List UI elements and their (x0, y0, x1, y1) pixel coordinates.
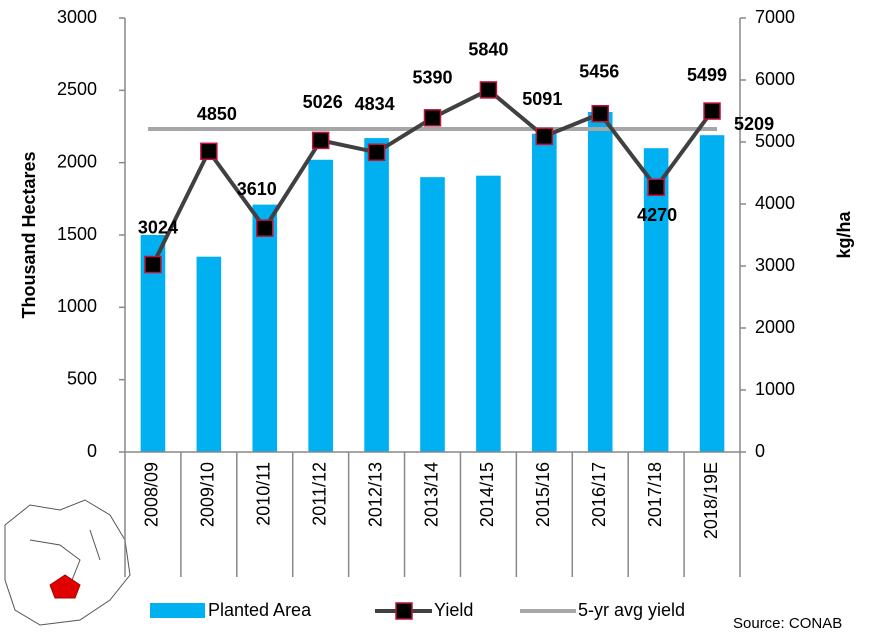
legend-swatch (395, 602, 413, 620)
bar (587, 112, 613, 453)
x-tick-label: 2012/13 (365, 462, 385, 527)
bar (699, 135, 725, 452)
y-tick-label: 0 (87, 441, 97, 461)
bar (364, 138, 389, 452)
bar (252, 204, 278, 452)
data-label: 5091 (522, 89, 562, 109)
legend-label: Planted Area (208, 600, 312, 620)
map-icon (4, 499, 131, 626)
y2-tick-label: 5000 (755, 131, 795, 151)
y2-tick-label: 6000 (755, 69, 795, 89)
average-label: 5209 (734, 114, 774, 134)
bar (532, 133, 557, 452)
bar (308, 159, 333, 453)
y2-tick-label: 7000 (755, 7, 795, 27)
x-tick-label: 2017/18 (645, 462, 665, 527)
yield-marker (479, 81, 498, 99)
data-label: 3610 (237, 179, 277, 199)
data-label: 3024 (138, 217, 178, 237)
data-label: 5390 (412, 68, 452, 88)
data-label: 5499 (687, 65, 727, 85)
yield-marker (423, 109, 442, 127)
data-label: 5840 (468, 40, 508, 60)
x-tick-label: 2013/14 (421, 462, 441, 527)
x-tick-label: 2010/11 (254, 462, 274, 526)
y2-tick-label: 2000 (755, 317, 795, 337)
yield-marker (535, 127, 554, 146)
legend-label: 5-yr avg yield (578, 600, 685, 620)
x-tick-label: 2016/17 (589, 462, 609, 527)
yield-marker (144, 255, 162, 274)
y-tick-label: 2500 (57, 79, 97, 99)
bar (476, 175, 501, 453)
x-tick-label: 2009/10 (198, 462, 218, 527)
bar (420, 177, 445, 452)
x-tick-label: 2014/15 (477, 462, 497, 527)
yield-marker (703, 102, 721, 120)
yield-marker (311, 131, 330, 150)
x-tick-label: 2008/09 (142, 462, 162, 527)
y-tick-label: 500 (67, 368, 97, 388)
data-label: 4834 (355, 94, 395, 114)
y-tick-label: 1000 (57, 296, 97, 316)
y2-axis-label: kg/ha (834, 211, 854, 259)
yield-marker (647, 178, 665, 197)
data-label: 5026 (303, 92, 343, 112)
yield-marker (200, 142, 218, 161)
yield-marker (591, 104, 609, 123)
yield-marker (367, 143, 386, 162)
y2-tick-label: 3000 (755, 255, 795, 275)
y-tick-label: 3000 (57, 7, 97, 27)
source: Source: CONAB (733, 615, 842, 632)
y-tick-label: 2000 (57, 151, 97, 171)
yield-marker (256, 219, 274, 237)
y2-tick-label: 1000 (755, 379, 795, 399)
data-label: 4270 (637, 205, 677, 225)
legend-label: Yield (434, 600, 473, 620)
legend-swatch (150, 603, 205, 618)
x-tick-label: 2011/12 (309, 462, 329, 526)
bar (196, 256, 222, 452)
x-tick-label: 2018/19E (701, 462, 721, 539)
x-tick-label: 2015/16 (533, 462, 553, 527)
y-axis-label: Thousand Hectares (19, 151, 39, 318)
data-label: 5456 (579, 61, 619, 81)
data-label: 4850 (197, 104, 237, 124)
y-tick-label: 1500 (57, 224, 97, 244)
y2-tick-label: 4000 (755, 193, 795, 213)
y2-tick-label: 0 (755, 441, 765, 461)
bar (643, 148, 669, 452)
